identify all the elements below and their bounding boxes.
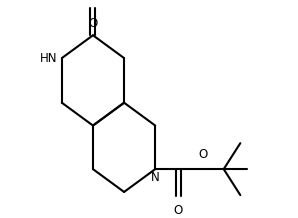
Text: O: O bbox=[198, 148, 208, 161]
Text: N: N bbox=[151, 171, 160, 184]
Text: HN: HN bbox=[40, 52, 58, 65]
Text: O: O bbox=[173, 204, 183, 217]
Text: O: O bbox=[88, 17, 98, 30]
